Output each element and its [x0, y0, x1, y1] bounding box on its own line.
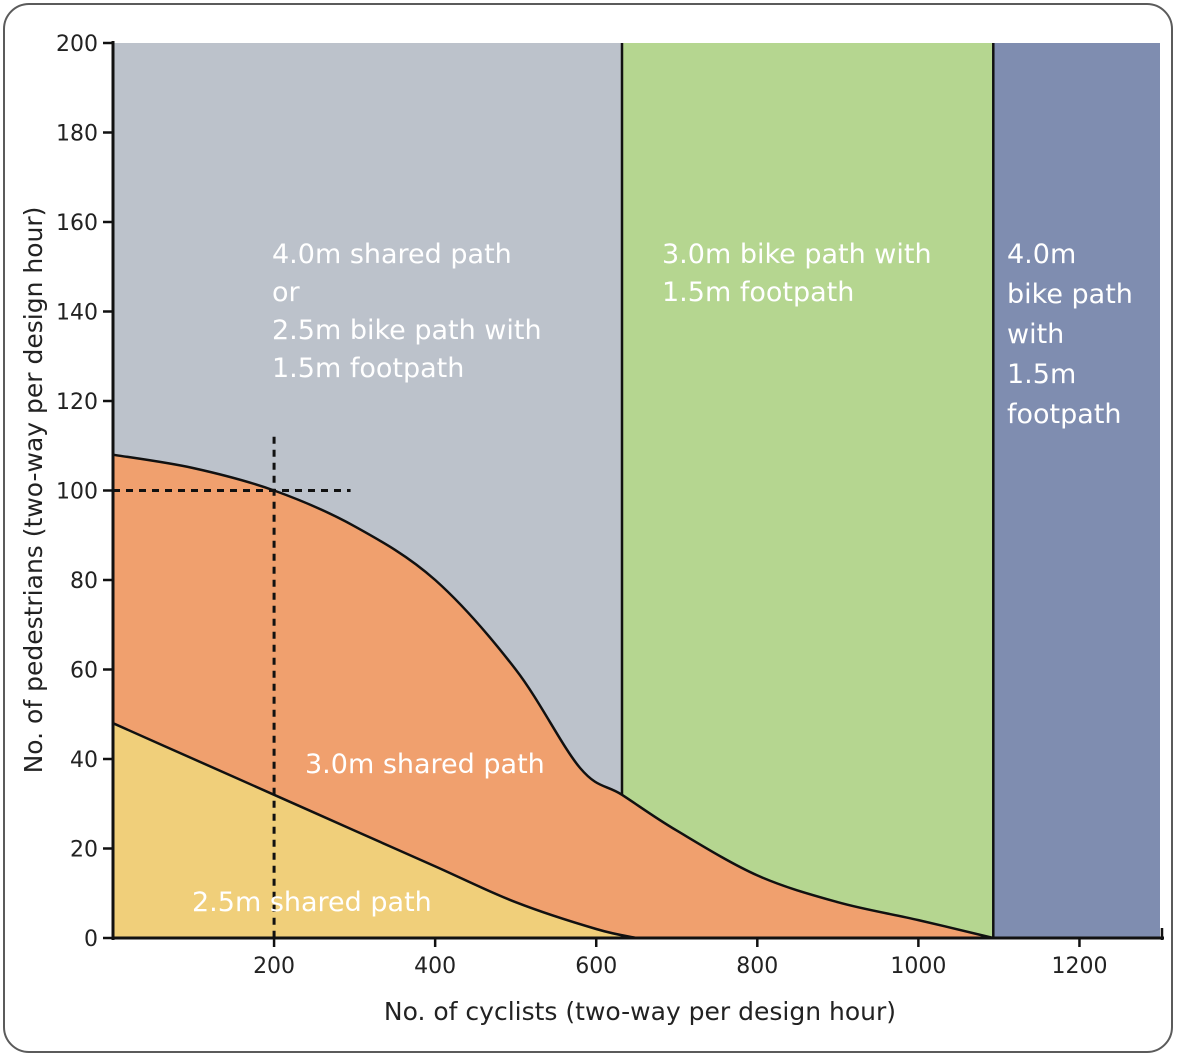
- region-label-upper: 4.0m shared path or 2.5m bike path with 1.5…: [272, 239, 542, 384]
- x-tick-label: 400: [414, 954, 456, 979]
- region-label-line: 3.0m shared path: [305, 749, 545, 780]
- y-tick-label: 40: [70, 748, 98, 773]
- region-label-line: 1.5m footpath: [272, 353, 464, 384]
- blue-region: [993, 43, 1160, 938]
- y-tick-label: 180: [56, 122, 98, 147]
- lower-region: [113, 723, 637, 938]
- x-axis-title: No. of cyclists (two-way per design hour…: [384, 997, 896, 1026]
- region-label-middle: 3.0m shared path: [305, 749, 545, 780]
- x-tick-label: 800: [736, 954, 778, 979]
- region-label-green: 3.0m bike path with 1.5m footpath: [662, 239, 932, 308]
- y-tick-label: 140: [56, 301, 98, 326]
- lower-boundary-line: [112, 722, 637, 940]
- middle-region: [113, 454, 994, 938]
- region-label-line: 2.5m bike path with: [272, 315, 542, 346]
- y-axis-title: No. of pedestrians (two-way per design h…: [19, 207, 48, 774]
- x-tick-label: 1200: [1051, 954, 1107, 979]
- y-tick-label: 80: [70, 569, 98, 594]
- region-label-line: footpath: [1007, 399, 1122, 430]
- y-tick-label: 120: [56, 390, 98, 415]
- region-label-line: or: [272, 277, 301, 308]
- x-tick-label: 600: [575, 954, 617, 979]
- region-label-line: 2.5m shared path: [192, 887, 432, 918]
- y-tick-label: 200: [56, 32, 98, 57]
- region-label-blue: 4.0m bike path with 1.5m footpath: [1007, 239, 1133, 430]
- region-label-line: with: [1007, 319, 1064, 350]
- region-label-line: 4.0m shared path: [272, 239, 512, 270]
- y-tick-label: 20: [70, 838, 98, 863]
- x-tick-label: 1000: [890, 954, 946, 979]
- region-label-line: 4.0m: [1007, 239, 1076, 270]
- region-label-line: 3.0m bike path with: [662, 239, 932, 270]
- region-label-line: 1.5m: [1007, 359, 1076, 390]
- green-region: [622, 43, 994, 938]
- y-tick-label: 0: [84, 927, 98, 952]
- x-tick-label: 200: [253, 954, 295, 979]
- y-tick-label: 160: [56, 211, 98, 236]
- y-tick-label: 100: [56, 480, 98, 505]
- y-tick-label: 60: [70, 659, 98, 684]
- region-label-line: bike path: [1007, 279, 1133, 310]
- region-label-lower: 2.5m shared path: [192, 887, 432, 918]
- region-label-line: 1.5m footpath: [662, 277, 854, 308]
